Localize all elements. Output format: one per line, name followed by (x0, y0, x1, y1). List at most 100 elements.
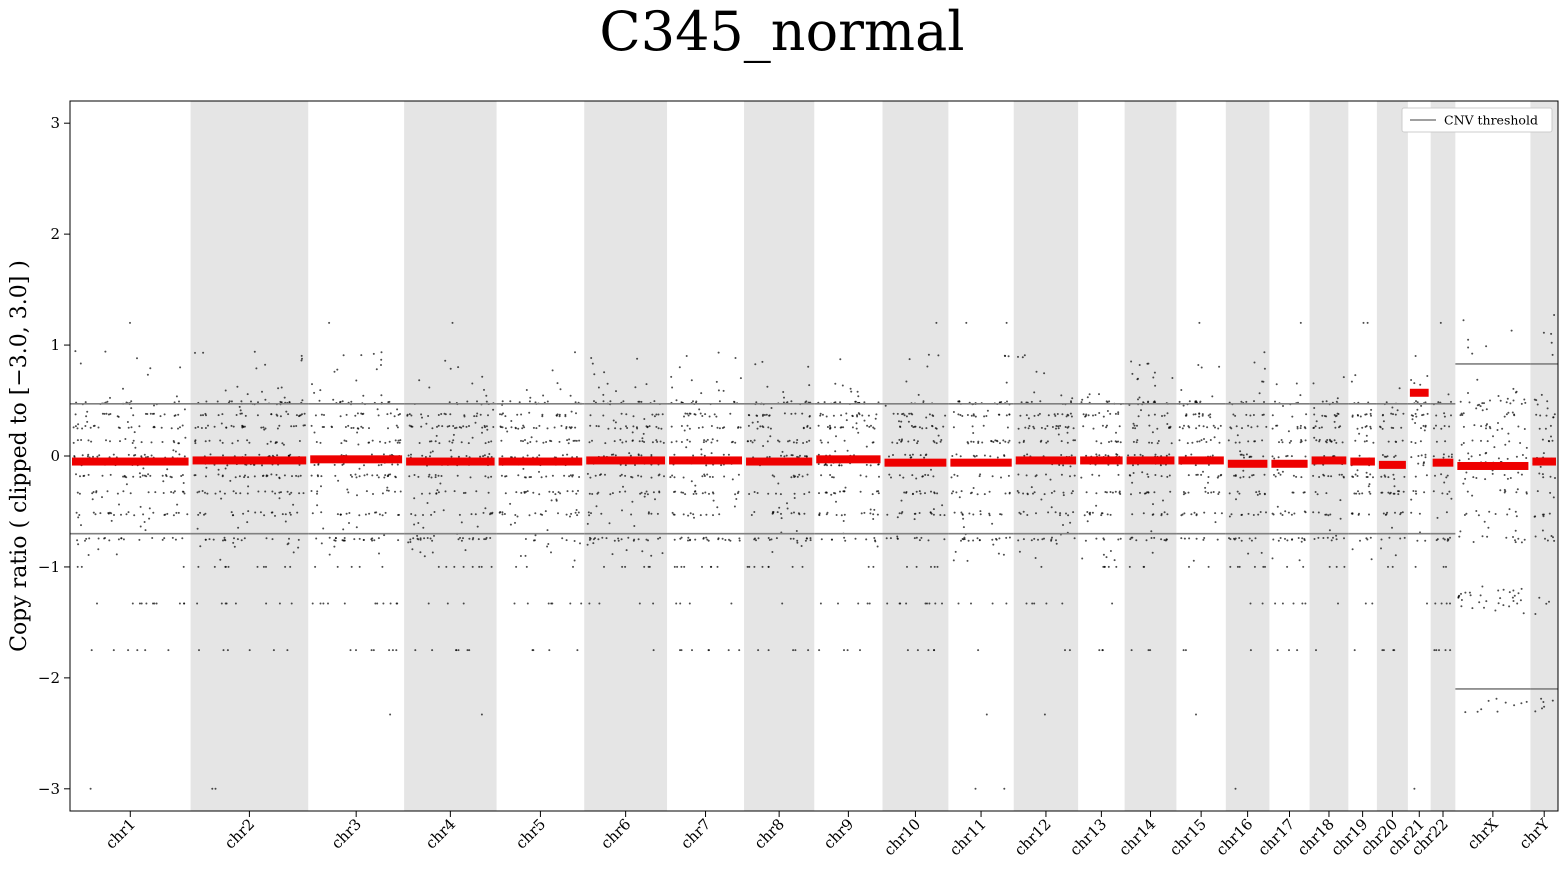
points-chrX (1457, 319, 1528, 714)
copy-ratio-point (560, 424, 563, 427)
copy-ratio-point (133, 431, 136, 434)
copy-ratio-point (1385, 513, 1388, 516)
copy-ratio-point (1365, 425, 1368, 427)
copy-ratio-point (794, 412, 797, 415)
copy-ratio-point (1236, 434, 1239, 437)
copy-ratio-point (698, 408, 701, 411)
copy-ratio-point (444, 490, 447, 493)
copy-ratio-point (694, 484, 697, 487)
copy-ratio-point (1521, 454, 1524, 456)
copy-ratio-point (484, 442, 487, 445)
copy-ratio-point (733, 505, 736, 508)
copy-ratio-point (384, 441, 387, 444)
copy-ratio-point (565, 426, 568, 428)
copy-ratio-point (1473, 424, 1476, 427)
points-chr2 (193, 350, 306, 790)
copy-ratio-point (1449, 649, 1452, 652)
copy-ratio-point (145, 602, 148, 605)
copy-ratio-point (1249, 649, 1252, 652)
copy-ratio-point (1240, 514, 1243, 516)
copy-ratio-point (1061, 602, 1064, 605)
copy-ratio-point (1109, 550, 1112, 552)
copy-ratio-point (504, 415, 507, 418)
copy-ratio-point (1117, 411, 1120, 414)
copy-ratio-point (746, 565, 749, 568)
copy-ratio-point (358, 467, 361, 470)
copy-ratio-point (169, 475, 172, 478)
copy-ratio-point (1263, 492, 1266, 495)
copy-ratio-point (1317, 536, 1320, 539)
copy-ratio-point (642, 432, 645, 435)
copy-ratio-point (965, 321, 968, 324)
copy-ratio-point (722, 453, 725, 456)
copy-ratio-point (1356, 469, 1359, 472)
copy-ratio-point (240, 412, 243, 415)
copy-ratio-point (1459, 414, 1462, 417)
copy-ratio-point (524, 538, 527, 540)
copy-ratio-point (1005, 536, 1008, 539)
copy-ratio-point (274, 514, 276, 517)
copy-ratio-point (1218, 491, 1221, 494)
copy-ratio-point (790, 412, 793, 415)
copy-ratio-point (510, 420, 513, 422)
copy-ratio-point (525, 490, 527, 493)
copy-ratio-point (289, 565, 292, 568)
copy-ratio-point (1153, 491, 1156, 494)
copy-ratio-point (1069, 521, 1072, 524)
copy-ratio-point (434, 476, 437, 479)
copy-ratio-point (1008, 439, 1011, 442)
copy-ratio-point (645, 538, 648, 541)
copy-ratio-point (153, 404, 155, 407)
points-chr1 (72, 321, 189, 790)
copy-ratio-point (777, 439, 779, 442)
copy-ratio-point (909, 454, 912, 457)
copy-ratio-point (1045, 602, 1048, 605)
copy-ratio-point (1086, 520, 1089, 523)
copy-ratio-point (886, 602, 889, 605)
copy-ratio-point (639, 492, 642, 495)
copy-ratio-point (476, 400, 478, 403)
x-tick-label-chrX: chrX (1464, 815, 1502, 853)
copy-ratio-point (763, 414, 766, 416)
copy-ratio-point (753, 511, 756, 513)
copy-ratio-point (563, 474, 566, 477)
copy-ratio-point (302, 492, 305, 495)
copy-ratio-point (1546, 539, 1549, 542)
copy-ratio-point (1442, 565, 1445, 568)
copy-ratio-point (382, 602, 385, 605)
copy-ratio-point (1275, 383, 1278, 386)
copy-ratio-point (1277, 472, 1280, 475)
copy-ratio-point (1047, 511, 1050, 514)
copy-ratio-point (634, 386, 637, 389)
copy-ratio-point (683, 565, 686, 568)
copy-ratio-point (1275, 424, 1278, 427)
copy-ratio-point (129, 321, 131, 324)
copy-ratio-point (378, 552, 380, 555)
copy-ratio-point (1508, 508, 1511, 511)
copy-ratio-point (1103, 538, 1106, 541)
copy-ratio-point (934, 427, 937, 430)
copy-ratio-point (475, 415, 478, 418)
copy-ratio-point (144, 649, 147, 652)
copy-ratio-point (682, 491, 685, 494)
copy-ratio-point (991, 475, 994, 478)
copy-ratio-point (395, 649, 398, 652)
copy-ratio-point (386, 413, 389, 416)
copy-ratio-point (301, 399, 304, 402)
copy-ratio-point (1284, 510, 1287, 513)
copy-ratio-point (982, 424, 985, 427)
copy-ratio-point (491, 511, 494, 514)
copy-ratio-point (1549, 491, 1552, 494)
copy-ratio-point (1005, 414, 1008, 417)
copy-ratio-point (1321, 400, 1324, 403)
copy-ratio-point (1195, 473, 1198, 476)
copy-ratio-point (490, 475, 493, 478)
copy-ratio-point (1242, 475, 1245, 478)
copy-ratio-point (86, 410, 89, 413)
copy-ratio-point (594, 537, 596, 540)
copy-ratio-point (830, 538, 833, 541)
copy-ratio-point (555, 414, 558, 417)
copy-ratio-point (279, 415, 282, 418)
copy-ratio-point (651, 413, 654, 416)
